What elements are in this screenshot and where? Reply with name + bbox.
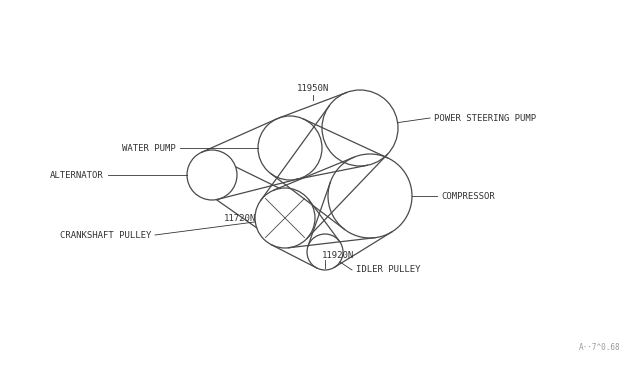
Text: A··7^0.68: A··7^0.68 — [579, 343, 621, 353]
Text: 11950N: 11950N — [297, 83, 329, 93]
Text: IDLER PULLEY: IDLER PULLEY — [356, 266, 420, 275]
Text: POWER STEERING PUMP: POWER STEERING PUMP — [434, 113, 536, 122]
Text: WATER PUMP: WATER PUMP — [122, 144, 176, 153]
Text: 11920N: 11920N — [322, 250, 354, 260]
Text: ALTERNATOR: ALTERNATOR — [51, 170, 104, 180]
Text: 11720N: 11720N — [224, 214, 256, 222]
Text: CRANKSHAFT PULLEY: CRANKSHAFT PULLEY — [60, 231, 151, 240]
Text: COMPRESSOR: COMPRESSOR — [441, 192, 495, 201]
